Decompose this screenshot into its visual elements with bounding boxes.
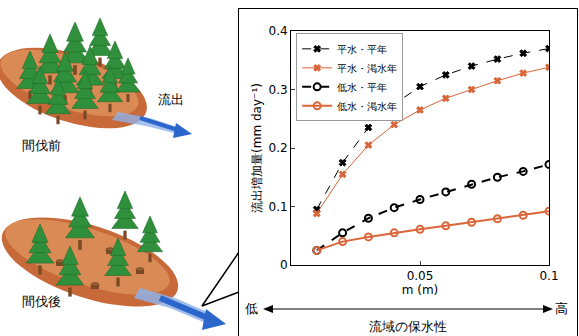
html-text:高: 高 [555, 301, 568, 316]
svg-text:間伐前: 間伐前 [22, 138, 61, 153]
svg-text:0.1: 0.1 [539, 269, 558, 283]
svg-text:流出増加量(mm day⁻¹): 流出増加量(mm day⁻¹) [250, 83, 264, 213]
svg-text:0.05: 0.05 [407, 269, 434, 283]
svg-text:間伐後: 間伐後 [22, 294, 61, 309]
svg-text:平水・渇水年: 平水・渇水年 [337, 63, 397, 74]
html-text:流域の保水性: 流域の保水性 [369, 319, 447, 334]
svg-text:0.4: 0.4 [269, 24, 288, 38]
svg-text:0: 0 [280, 258, 288, 272]
svg-text:平水・平年: 平水・平年 [337, 44, 387, 55]
svg-text:低水・渇水年: 低水・渇水年 [337, 101, 397, 112]
html-text:低: 低 [245, 301, 258, 316]
svg-text:m (m): m (m) [402, 283, 439, 297]
svg-text:0.3: 0.3 [269, 83, 288, 97]
svg-text:0.2: 0.2 [269, 141, 288, 155]
svg-text:低水・平年: 低水・平年 [337, 82, 387, 93]
svg-text:流出: 流出 [158, 92, 184, 107]
svg-text:0.1: 0.1 [269, 200, 288, 214]
